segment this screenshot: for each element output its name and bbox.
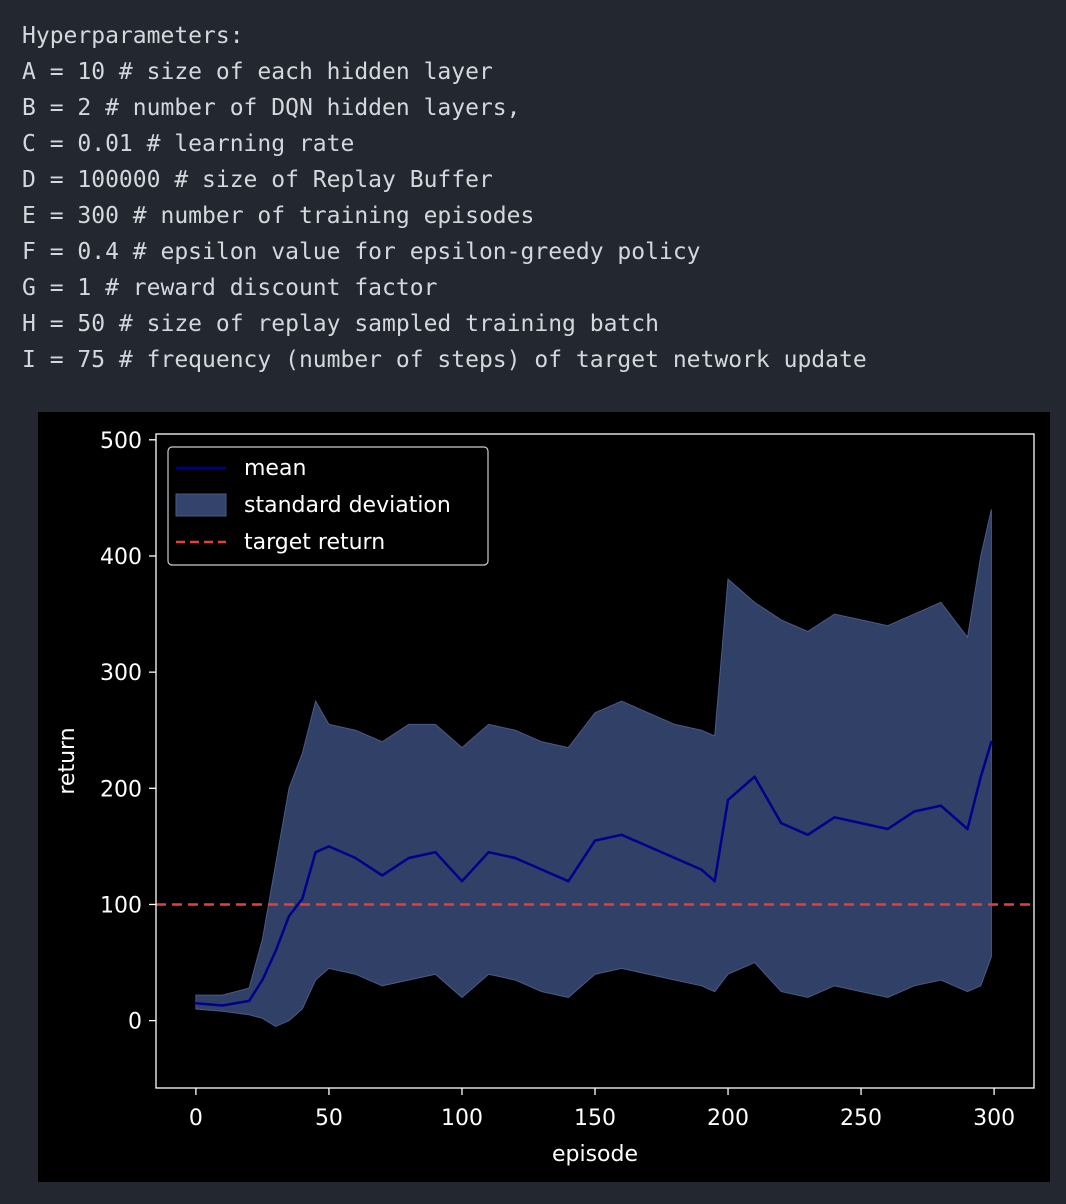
x-tick-label: 200 <box>707 1106 749 1131</box>
mean-point <box>540 868 543 871</box>
mean-point <box>726 798 730 802</box>
training-return-plot: 0 50 100 150 200 250 300 0 100 200 300 400 500 episod… <box>38 412 1050 1182</box>
mean-point <box>514 856 517 860</box>
mean-point <box>261 978 264 982</box>
code-line: H = 50 # size of replay sampled training… <box>22 311 659 337</box>
std-band <box>195 509 992 1027</box>
plot-canvas: 0 50 100 150 200 250 300 0 100 200 300 400 500 episod… <box>55 429 1035 1167</box>
mean-point <box>434 851 437 854</box>
x-tick-label: 50 <box>315 1106 343 1131</box>
legend: mean standard deviation target return <box>167 446 489 566</box>
mean-point <box>301 897 304 900</box>
mean-point <box>673 856 676 860</box>
legend-label: standard deviation <box>244 493 451 518</box>
code-heading: Hyperparameters: <box>22 23 244 49</box>
mean-point <box>833 816 836 819</box>
mean-point <box>990 740 993 743</box>
x-tick-label: 100 <box>441 1106 483 1131</box>
mean-point <box>979 775 982 778</box>
x-tick-label: 300 <box>973 1106 1015 1131</box>
code-line: E = 300 # number of training episodes <box>22 203 535 229</box>
mean-point <box>647 845 650 848</box>
mean-point <box>886 827 889 831</box>
mean-point <box>274 949 277 953</box>
y-tick-label: 400 <box>100 545 142 570</box>
mean-point <box>966 827 969 831</box>
code-line: D = 100000 # size of Replay Buffer <box>22 167 493 193</box>
mean-point <box>287 914 291 918</box>
mean-point <box>247 999 251 1003</box>
code-line: F = 0.4 # epsilon value for epsilon-gree… <box>22 239 701 265</box>
axes-layer: 0 50 100 150 200 250 300 0 100 200 300 400 500 episod… <box>55 429 1035 1167</box>
mean-point <box>753 775 756 778</box>
mean-point <box>713 880 716 883</box>
x-axis-label: episode <box>552 1142 638 1167</box>
hyperparameters-code-block: Hyperparameters: A = 10 # size of each hi… <box>22 18 867 378</box>
mean-point <box>700 868 703 871</box>
y-tick-label: 200 <box>100 777 142 802</box>
code-line: I = 75 # frequency (number of steps) of … <box>22 347 867 373</box>
mean-line <box>195 741 993 1007</box>
x-tick-label: 0 <box>189 1106 203 1131</box>
mean-point <box>407 856 410 860</box>
x-tick-label: 150 <box>574 1106 616 1131</box>
std-band-layer <box>195 509 992 1027</box>
code-line: B = 2 # number of DQN hidden layers, <box>22 95 521 121</box>
mean-point <box>314 851 317 854</box>
code-line: A = 10 # size of each hidden layer <box>22 59 493 85</box>
mean-point <box>221 1004 224 1007</box>
mean-point <box>354 856 357 860</box>
mean-point <box>327 845 331 848</box>
mean-point <box>913 810 916 813</box>
y-axis-label: return <box>55 727 80 794</box>
mean-point <box>487 851 490 854</box>
mean-point <box>939 804 943 807</box>
mean-point <box>381 874 384 877</box>
mean-point <box>567 880 570 883</box>
mean-point <box>859 821 863 825</box>
y-tick-label: 500 <box>100 429 142 454</box>
legend-box <box>167 446 489 566</box>
code-line: G = 1 # reward discount factor <box>22 275 438 301</box>
code-line: C = 0.01 # learning rate <box>22 131 355 157</box>
legend-label: mean <box>244 456 306 481</box>
legend-std-swatch <box>175 493 227 517</box>
legend-label: target return <box>244 530 385 555</box>
mean-point <box>620 833 623 836</box>
y-tick-label: 0 <box>128 1010 142 1035</box>
mean-point <box>194 1002 198 1005</box>
x-tick-label: 250 <box>840 1106 882 1131</box>
y-tick-label: 300 <box>100 661 142 686</box>
mean-point <box>780 821 783 825</box>
mean-line-layer <box>194 740 993 1007</box>
mean-point <box>593 839 597 842</box>
mean-point <box>460 880 464 883</box>
y-tick-label: 100 <box>100 893 142 918</box>
mean-point <box>806 833 809 836</box>
